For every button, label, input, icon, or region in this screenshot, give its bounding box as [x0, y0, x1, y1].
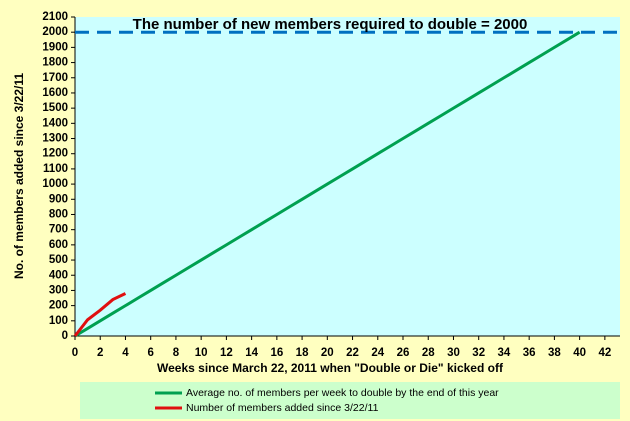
x-tick-label: 2: [97, 347, 103, 359]
x-tick-label: 8: [173, 347, 180, 359]
y-tick-label: 900: [49, 193, 68, 205]
x-axis-title: Weeks since March 22, 2011 when "Double …: [157, 361, 504, 375]
y-tick-label: 1500: [42, 102, 68, 114]
x-tick-label: 26: [397, 347, 410, 359]
x-tick-label: 34: [498, 347, 511, 359]
x-tick-label: 14: [245, 347, 258, 359]
y-tick-label: 2100: [42, 11, 68, 23]
y-tick-label: 200: [49, 300, 68, 312]
y-tick-label: 500: [49, 254, 68, 266]
series-line: [73, 292, 127, 337]
y-tick-label: 1300: [42, 133, 68, 145]
y-tick-label: 1400: [42, 117, 68, 129]
y-axis-title: No. of members added since 3/22/11: [12, 73, 26, 279]
y-tick-label: 1200: [42, 148, 68, 160]
x-tick-label: 36: [523, 347, 536, 359]
x-tick-label: 24: [371, 347, 384, 359]
y-tick-label: 400: [49, 269, 68, 281]
x-tick-label: 22: [346, 347, 359, 359]
y-tick-label: 100: [49, 315, 68, 327]
legend-label: Average no. of members per week to doubl…: [186, 387, 499, 399]
y-tick-label: 300: [49, 284, 68, 296]
x-tick-label: 12: [220, 347, 233, 359]
x-tick-label: 30: [447, 347, 460, 359]
x-tick-label: 16: [270, 347, 283, 359]
y-tick-label: 600: [49, 239, 68, 251]
y-tick-label: 0: [62, 330, 68, 342]
x-tick-label: 6: [147, 347, 153, 359]
x-tick-label: 18: [296, 347, 309, 359]
y-tick-label: 1700: [42, 72, 68, 84]
x-tick-label: 28: [422, 347, 435, 359]
y-tick-label: 800: [49, 209, 68, 221]
y-tick-label: 1800: [42, 57, 68, 69]
chart-title: The number of new members required to do…: [133, 16, 528, 33]
y-tick-label: 1100: [43, 163, 68, 175]
y-tick-label: 700: [49, 224, 68, 236]
y-tick-label: 1900: [42, 41, 68, 53]
x-tick-label: 42: [598, 347, 611, 359]
x-tick-label: 32: [472, 347, 485, 359]
y-tick-label: 1000: [42, 178, 68, 190]
y-tick-label: 2000: [42, 26, 68, 38]
x-tick-label: 20: [321, 347, 334, 359]
legend-box: [80, 382, 620, 419]
legend-label: Number of members added since 3/22/11: [186, 402, 379, 414]
x-tick-label: 10: [195, 347, 208, 359]
x-tick-label: 4: [122, 347, 129, 359]
x-tick-label: 0: [72, 347, 78, 359]
x-tick-label: 40: [573, 347, 586, 359]
x-tick-label: 38: [548, 347, 561, 359]
y-tick-label: 1600: [42, 87, 68, 99]
series-line: [74, 30, 581, 338]
